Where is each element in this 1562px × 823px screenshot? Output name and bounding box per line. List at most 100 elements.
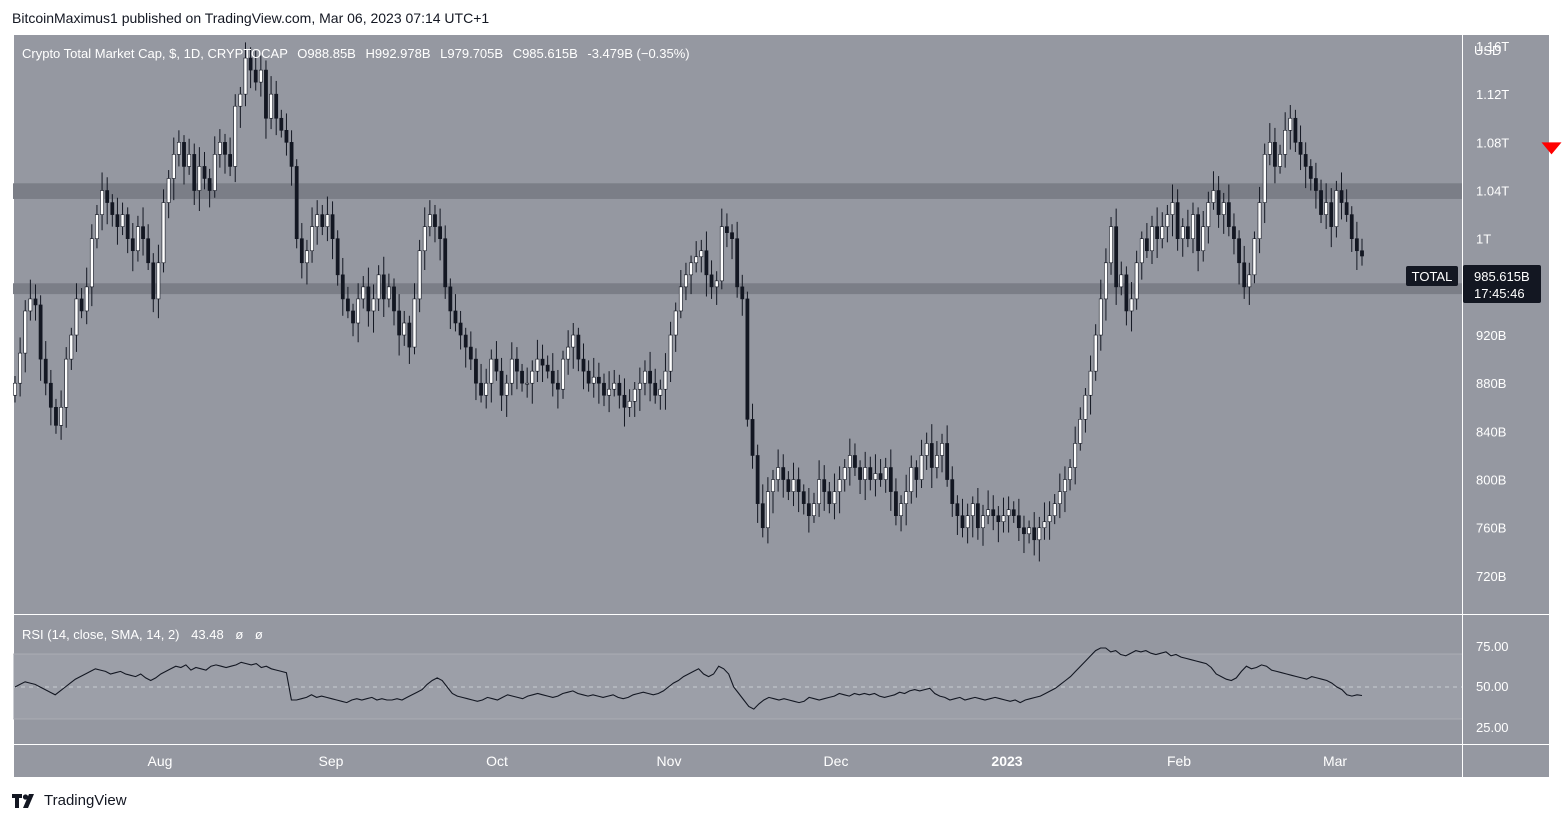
- candle-142: [740, 274, 745, 316]
- last-price-tag: [1463, 265, 1541, 303]
- candle-260: [1344, 189, 1349, 222]
- candle-114: [596, 362, 601, 404]
- candle-11: [69, 327, 74, 370]
- candle-183: [950, 466, 955, 517]
- candle-87: [458, 310, 463, 350]
- candle-188: [975, 487, 980, 540]
- candle-18: [105, 177, 110, 225]
- price-pane[interactable]: [13, 34, 1462, 614]
- candle-40: [217, 129, 222, 168]
- candle-148: [771, 469, 775, 514]
- low-value: 979.705B: [447, 46, 503, 61]
- candle-81: [427, 200, 432, 237]
- candle-226: [1170, 184, 1175, 237]
- price-tick-6: 920B: [1476, 328, 1506, 343]
- candle-43: [233, 94, 238, 183]
- candle-8: [54, 398, 58, 434]
- candle-173: [899, 495, 903, 532]
- time-axis[interactable]: [13, 744, 1462, 778]
- candle-71: [376, 265, 381, 311]
- price-tick-0: 1.16T: [1476, 39, 1509, 54]
- candle-189: [981, 504, 985, 546]
- candle-168: [873, 454, 878, 497]
- candle-124: [648, 351, 652, 402]
- close-label: C: [513, 46, 522, 61]
- time-tick-mar: Mar: [1323, 753, 1347, 769]
- candle-78: [412, 283, 417, 355]
- candle-39: [212, 136, 217, 198]
- candle-45: [243, 42, 248, 107]
- candle-62: [330, 201, 335, 260]
- candle-200: [1037, 516, 1042, 562]
- candle-24: [136, 215, 140, 262]
- time-tick-2023: 2023: [991, 753, 1022, 769]
- candle-155: [806, 487, 811, 533]
- candle-91: [479, 363, 483, 403]
- candle-152: [791, 462, 796, 507]
- candle-93: [489, 349, 494, 403]
- candle-136: [709, 260, 714, 299]
- candle-238: [1232, 213, 1236, 255]
- candle-44: [238, 86, 243, 128]
- candle-110: [576, 327, 581, 372]
- horizontal-zone-1[interactable]: [13, 183, 1462, 199]
- candle-249: [1288, 105, 1293, 150]
- candle-58: [310, 207, 314, 263]
- price-tick-7: 880B: [1476, 376, 1506, 391]
- candle-117: [612, 369, 617, 397]
- candle-208: [1078, 407, 1083, 451]
- candle-28: [156, 244, 161, 319]
- tradingview-brand[interactable]: TradingView: [12, 792, 127, 809]
- candle-165: [858, 460, 862, 495]
- candle-145: [755, 444, 760, 523]
- candle-42: [228, 137, 232, 177]
- candle-235: [1216, 176, 1221, 228]
- candle-134: [699, 239, 704, 273]
- candle-228: [1180, 218, 1185, 257]
- candle-70: [371, 284, 376, 333]
- candle-99: [520, 363, 524, 392]
- candle-75: [397, 294, 402, 356]
- candle-6: [43, 341, 48, 396]
- candle-202: [1047, 501, 1052, 540]
- candle-206: [1068, 459, 1072, 491]
- price-scale[interactable]: [1462, 34, 1550, 614]
- candle-66: [351, 303, 355, 337]
- candle-194: [1006, 496, 1011, 533]
- candle-146: [760, 484, 765, 538]
- candle-143: [745, 291, 750, 427]
- candle-255: [1319, 179, 1323, 224]
- time-tick-nov: Nov: [657, 753, 682, 769]
- candle-35: [192, 143, 197, 205]
- candle-112: [586, 360, 591, 392]
- candle-172: [894, 478, 898, 526]
- candle-89: [468, 331, 473, 370]
- candle-256: [1324, 183, 1329, 230]
- candle-160: [832, 473, 837, 520]
- candle-162: [842, 459, 847, 492]
- candle-236: [1221, 192, 1226, 234]
- candle-138: [719, 208, 724, 290]
- candle-135: [704, 231, 709, 297]
- candle-38: [207, 168, 212, 208]
- candle-36: [197, 147, 202, 211]
- rsi-scale[interactable]: [1462, 614, 1550, 744]
- candle-72: [381, 256, 386, 317]
- candle-15: [89, 224, 94, 307]
- rsi-tick-50: 50.00: [1476, 679, 1509, 694]
- candle-214: [1109, 217, 1113, 275]
- candle-116: [607, 371, 612, 413]
- candle-100: [525, 367, 530, 398]
- candle-171: [888, 449, 893, 511]
- candle-243: [1257, 186, 1262, 254]
- symbol-legend[interactable]: Crypto Total Market Cap, $, 1D, CRYPTOCA…: [22, 46, 690, 61]
- svg-text:Crypto Total Market Cap, $, 1D: Crypto Total Market Cap, $, 1D, CRYPTOCA…: [22, 46, 690, 61]
- rsi-legend[interactable]: RSI (14, close, SMA, 14, 2) 43.48 ø ø: [22, 627, 263, 642]
- candle-210: [1088, 355, 1093, 415]
- rsi-tick-75: 75.00: [1476, 639, 1509, 654]
- currency-label: USD: [1474, 43, 1501, 58]
- candle-29: [161, 189, 166, 273]
- candle-209: [1083, 388, 1088, 433]
- candle-251: [1298, 125, 1303, 171]
- candle-225: [1165, 204, 1170, 243]
